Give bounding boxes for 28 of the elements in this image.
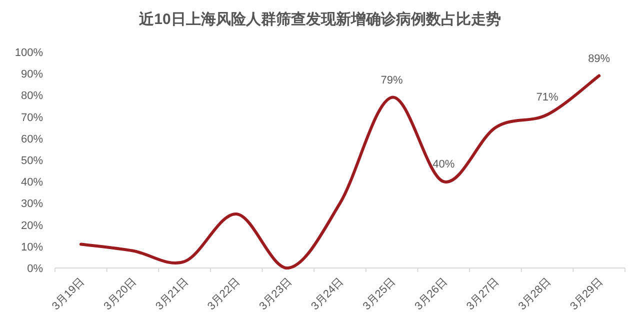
y-tick-label: 20% [20, 220, 44, 232]
y-tick-label: 60% [20, 133, 44, 146]
chart-title: 近10日上海风险人群筛查发现新增确诊病例数占比走势 [138, 10, 501, 28]
data-label: 71% [536, 92, 558, 104]
x-tick-label: 3月19日 [50, 276, 88, 313]
x-tick-label: 3月22日 [205, 276, 242, 313]
line-series [79, 74, 601, 270]
x-tick-label: 3月28日 [516, 276, 554, 313]
x-tick-label: 3月21日 [154, 276, 191, 313]
y-tick-label: 0% [27, 263, 44, 275]
y-tick-label: 50% [20, 155, 44, 167]
data-label: 40% [432, 158, 455, 171]
x-tick-label: 3月20日 [102, 276, 139, 313]
data-label: 79% [380, 74, 404, 86]
y-tick-label: 40% [20, 176, 44, 189]
y-tick-label: 100% [14, 47, 44, 59]
x-tick-label: 3月26日 [412, 276, 450, 313]
y-tick-label: 30% [20, 198, 44, 210]
x-tick-label: 3月27日 [464, 276, 502, 313]
y-tick-label: 70% [20, 112, 44, 124]
x-tick-label: 3月23日 [257, 276, 294, 313]
x-tick-label: 3月24日 [309, 276, 346, 313]
y-tick-label: 80% [20, 90, 44, 102]
data-label: 89% [588, 52, 610, 65]
y-tick-label: 10% [20, 241, 44, 254]
x-tick-label: 3月25日 [360, 276, 398, 313]
x-tick-label: 3月29日 [568, 276, 606, 313]
y-tick-label: 90% [20, 68, 44, 81]
